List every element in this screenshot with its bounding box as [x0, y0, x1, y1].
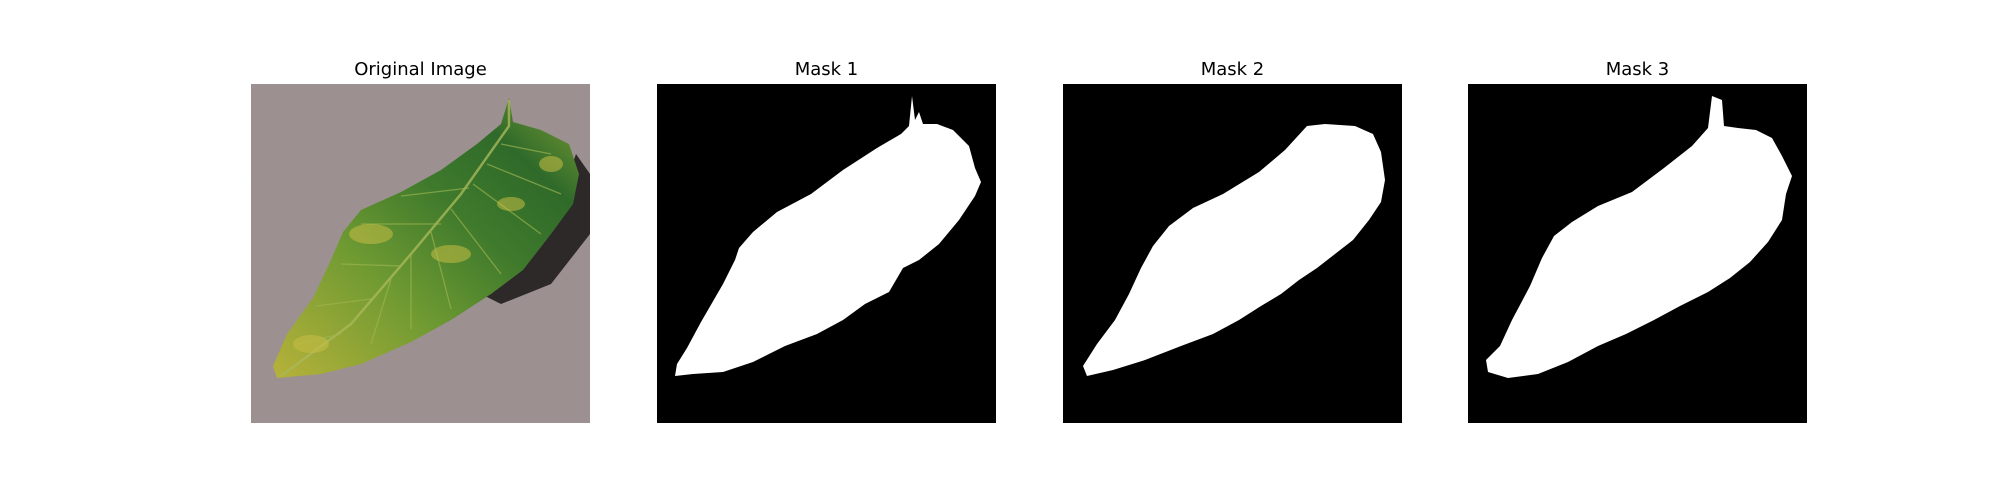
panel-title: Mask 1: [794, 59, 859, 80]
mask-1-frame: [657, 84, 996, 423]
mask-3-frame: [1468, 84, 1807, 423]
mask-2-image: [1063, 84, 1402, 423]
panel-title: Original Image: [354, 59, 487, 80]
panel-title: Mask 3: [1605, 59, 1670, 80]
panel-title: Mask 2: [1200, 59, 1265, 80]
leaf-chlorosis: [293, 156, 563, 353]
original-leaf-image: [251, 84, 590, 423]
mask-1-image: [657, 84, 996, 423]
original-image-frame: [251, 84, 590, 423]
mask-3-image: [1468, 84, 1807, 423]
leaf-body: [273, 98, 579, 378]
mask-2-foreground: [1083, 124, 1385, 376]
mask-1-foreground: [675, 96, 981, 376]
mask-2-frame: [1063, 84, 1402, 423]
mask-3-foreground: [1486, 96, 1792, 378]
